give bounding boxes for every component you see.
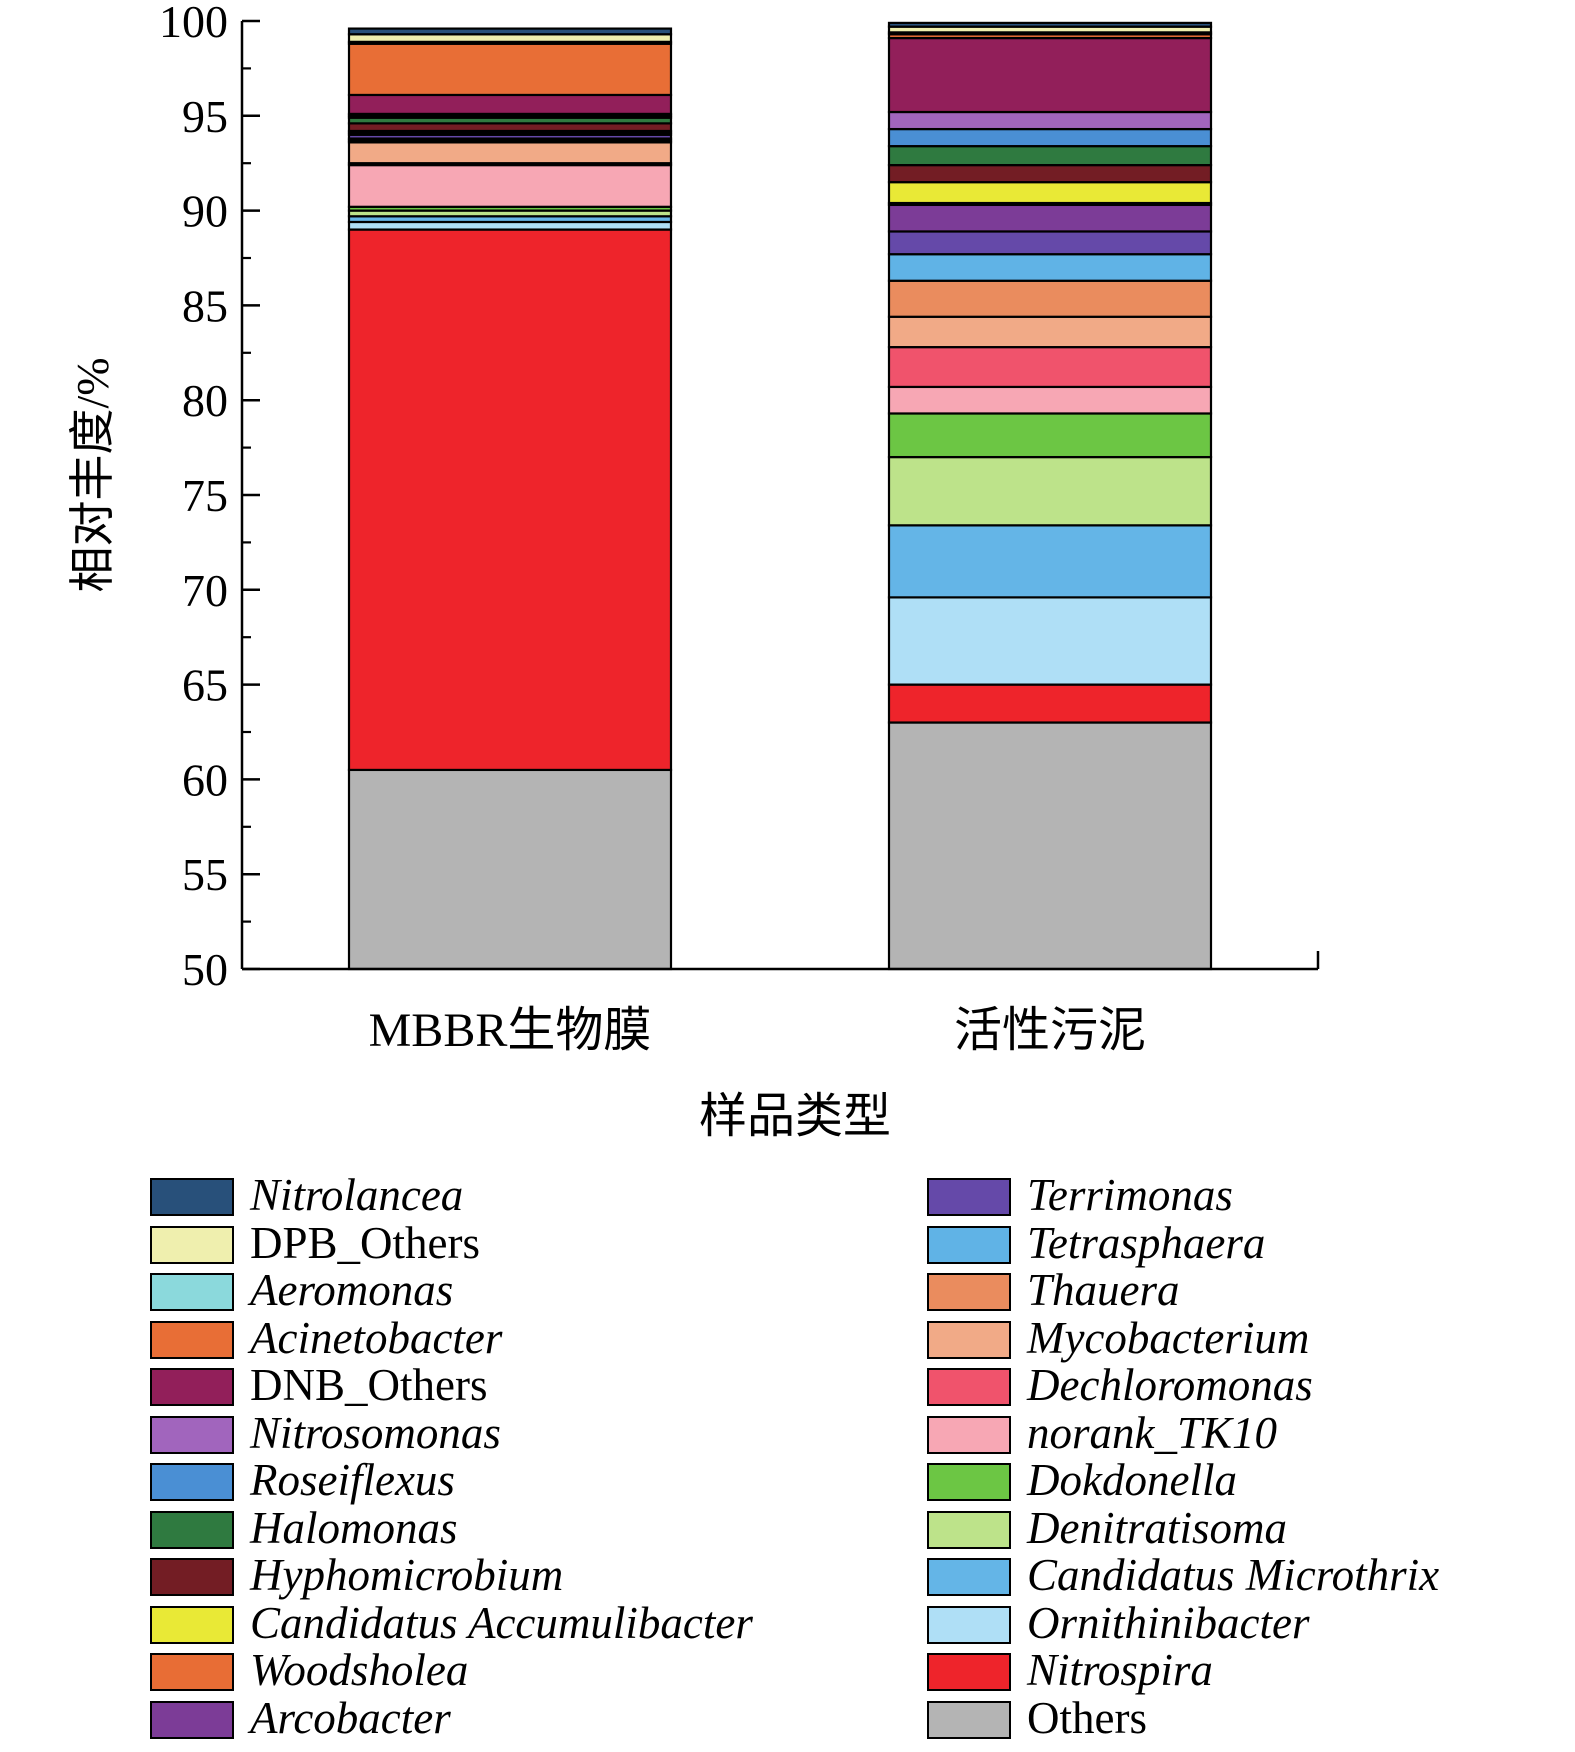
y-tick-label: 65 [182, 660, 228, 711]
bar-segment-mycobacterium [887, 315, 1213, 349]
legend-swatch [927, 1320, 1011, 1359]
legend-swatch [927, 1653, 1011, 1691]
bar-segment-nitrospira [347, 228, 673, 772]
bar-segment-nitrolancea [887, 21, 1213, 28]
legend-swatch [927, 1558, 1011, 1596]
legend-label: Nitrosomonas [250, 1407, 501, 1458]
bar-segment-candidatus-microthrix [887, 524, 1213, 599]
y-axis-title: 相对丰度/% [67, 357, 118, 592]
bar-segment-candidatus-accumulibacter [887, 181, 1213, 205]
legend-swatch [150, 1700, 234, 1739]
bar-segment-arcobacter [887, 203, 1213, 233]
legend-swatch [927, 1463, 1011, 1501]
y-tick-label: 90 [182, 186, 228, 237]
legend-label: Tetrasphaera [1027, 1217, 1266, 1268]
bar-segment-dechloromonas [887, 346, 1213, 389]
legend-label: Roseiflexus [250, 1455, 455, 1505]
legend-swatch [927, 1225, 1011, 1264]
legend-swatch [927, 1273, 1011, 1311]
bar-segment-dnb-others [887, 36, 1213, 114]
legend-label: Dokdonella [1027, 1455, 1237, 1505]
legend-swatch [150, 1605, 234, 1644]
bar-segment-norank-tk10 [887, 385, 1213, 415]
bar-segment-hyphomicrobium [887, 163, 1213, 184]
legend-swatch [150, 1558, 234, 1596]
bar-segment-tetrasphaera [887, 253, 1213, 282]
legend-swatch [927, 1510, 1011, 1549]
x-tick-label: 活性污泥 [954, 1004, 1146, 1057]
y-tick-label: 60 [182, 754, 228, 805]
bar-segment-ornithinibacter [887, 596, 1213, 686]
legend-label: Ornithinibacter [1027, 1597, 1310, 1648]
legend-swatch [927, 1700, 1011, 1739]
legend-swatch [927, 1605, 1011, 1644]
legend-label: Dechloromonas [1027, 1360, 1313, 1410]
legend-swatch [150, 1225, 234, 1264]
x-axis-title: 样品类型 [699, 1090, 891, 1143]
legend-label: Thauera [1027, 1265, 1180, 1315]
y-tick-label: 100 [159, 0, 228, 47]
bar-segment-ornithinibacter [347, 220, 673, 231]
y-tick-label: 80 [182, 375, 228, 426]
legend-swatch [927, 1415, 1011, 1454]
legend-swatch [927, 1368, 1011, 1406]
bar-segment-nitrolancea [347, 27, 673, 36]
bar-segment-acinetobacter [347, 42, 673, 97]
bar-segment-roseiflexus [887, 127, 1213, 148]
legend-swatch [150, 1368, 234, 1406]
bar-segment-hyphomicrobium [347, 122, 673, 133]
bar-segment-others [887, 721, 1213, 971]
bar-segment-others [347, 768, 673, 971]
bar-segment-dnb-others [347, 93, 673, 116]
legend-label: Halomonas [250, 1502, 458, 1553]
legend-swatch [150, 1510, 234, 1549]
bar-1 [347, 27, 673, 971]
y-tick-label: 55 [182, 849, 228, 900]
y-tick-label: 75 [182, 470, 228, 521]
y-tick-label: 95 [182, 91, 228, 142]
legend-swatch [150, 1320, 234, 1359]
bar-segment-thauera [887, 279, 1213, 318]
legend-swatch [150, 1273, 234, 1311]
bar-2 [887, 21, 1213, 971]
legend-label: DPB_Others [250, 1217, 481, 1268]
legend-label: Mycobacterium [1027, 1312, 1310, 1363]
bar-segment-nitrosomonas [887, 110, 1213, 131]
legend-swatch [150, 1463, 234, 1501]
legend-label: Terrimonas [1027, 1170, 1233, 1220]
bar-segment-halomonas [887, 145, 1213, 167]
legend-label: Aeromonas [250, 1265, 454, 1315]
bar-segment-dpb-others [347, 33, 673, 43]
legend-label: norank_TK10 [1027, 1407, 1278, 1458]
legend-label: Nitrolancea [250, 1170, 464, 1220]
legend-label: Arcobacter [250, 1692, 451, 1743]
y-tick-label: 50 [182, 944, 228, 995]
legend-swatch [150, 1653, 234, 1691]
legend-label: Candidatus Accumulibacter [250, 1597, 753, 1648]
legend-label: Others [1027, 1692, 1147, 1743]
x-tick-label: MBBR生物膜 [369, 1004, 652, 1057]
legend-swatch [150, 1415, 234, 1454]
legend-label: Denitratisoma [1027, 1502, 1288, 1553]
legend-label: DNB_Others [250, 1360, 488, 1410]
legend-label: Nitrospira [1027, 1645, 1213, 1695]
y-tick-label: 85 [182, 280, 228, 331]
bar-segment-nitrospira [887, 683, 1213, 724]
bar-segment-denitratisoma [887, 455, 1213, 527]
legend-label: Woodsholea [250, 1645, 469, 1695]
legend-swatch [927, 1178, 1011, 1216]
legend-label: Candidatus Microthrix [1027, 1550, 1440, 1600]
bar-segment-terrimonas [887, 230, 1213, 256]
legend-swatch [150, 1178, 234, 1216]
legend-label: Hyphomicrobium [250, 1550, 564, 1600]
bar-segment-dokdonella [887, 412, 1213, 459]
legend-label: Acinetobacter [250, 1312, 503, 1363]
y-tick-label: 70 [182, 565, 228, 616]
bar-segment-mycobacterium [347, 141, 673, 165]
bar-segment-norank-tk10 [347, 163, 673, 208]
